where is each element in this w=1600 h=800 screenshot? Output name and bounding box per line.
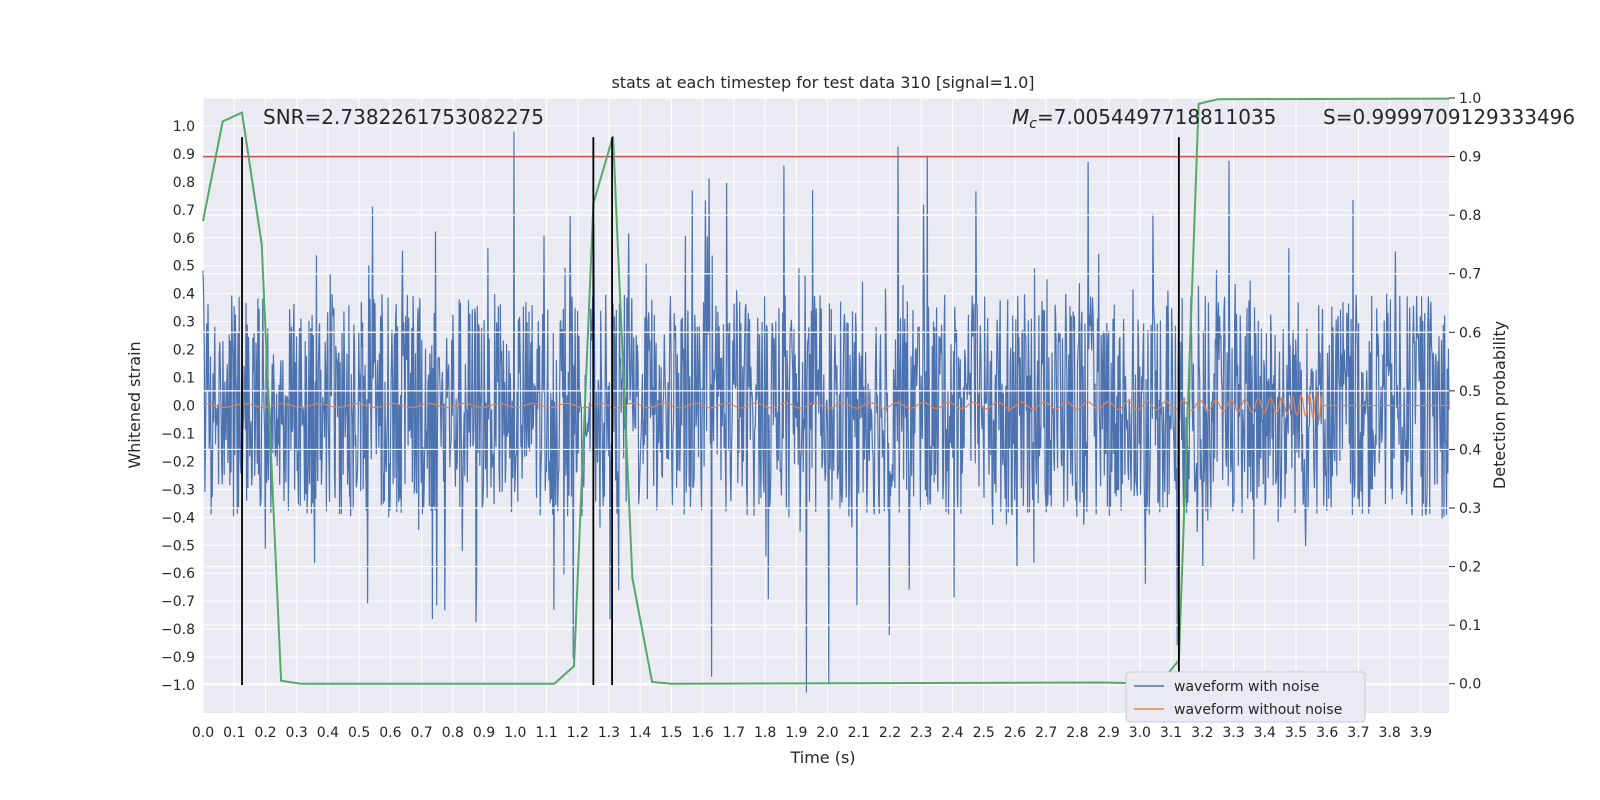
x-tick-label: 1.4 [629,725,651,741]
x-tick-label: 2.8 [1066,725,1088,741]
x-tick-label: 3.5 [1285,725,1307,741]
y-right-tick-label: 0.4 [1459,442,1481,458]
y-tick-label: −0.1 [161,426,195,442]
y-right-tick-label: 0.3 [1459,501,1481,517]
y-right-tick-label: 1.0 [1459,91,1481,107]
legend-label-noise: waveform with noise [1174,679,1319,695]
y-tick-label: −0.6 [161,566,195,582]
y-tick-label: 0.9 [173,147,195,163]
y-tick-label: 0.2 [173,343,195,359]
waveform-with-noise-line [202,131,1450,693]
x-tick-label: 1.6 [692,725,714,741]
y-tick-label: 0.0 [173,399,195,415]
x-tick-label: 1.0 [504,725,526,741]
x-tick-label: 3.1 [1160,725,1182,741]
waveform-without-noise-series [203,391,1449,422]
waveform-with-noise-series [202,131,1450,693]
x-tick-label: 3.7 [1347,725,1369,741]
x-tick-label: 0.5 [348,725,370,741]
x-tick-label: 1.2 [567,725,589,741]
x-tick-label: 3.3 [1222,725,1244,741]
x-tick-label: 2.0 [816,725,838,741]
y-right-tick-label: 0.2 [1459,560,1481,576]
y-tick-label: 0.7 [173,203,195,219]
y-tick-labels: 1.0 0.9 0.8 0.7 0.6 0.5 0.4 0.3 0.2 0.1 0.0 −0.1 −0.… [161,119,195,694]
y-right-tick-label: 0.6 [1459,325,1481,341]
y-tick-label: −0.2 [161,454,195,470]
detection-vertical-lines [241,137,1180,686]
x-tick-label: 0.2 [254,725,276,741]
chirp-mass-symbol: M [1012,105,1029,129]
y-tick-label: −0.3 [161,482,195,498]
x-tick-label: 0.6 [379,725,401,741]
y-tick-label: 0.8 [173,175,195,191]
y-tick-label: −0.8 [161,622,195,638]
x-tick-labels: 0.0 0.1 0.2 0.3 0.4 0.5 0.6 0.7 0.8 0.9 1.0 1.1 1.2 1… [192,725,1432,741]
y-right-tick-labels: 1.0 0.9 0.8 0.7 0.6 0.5 0.4 0.3 0.2 0.1 0.0 [1449,91,1481,693]
x-tick-label: 3.4 [1254,725,1276,741]
y-right-tick-label: 0.7 [1459,267,1481,283]
x-tick-label: 0.1 [223,725,245,741]
y-right-tick-label: 0.9 [1459,150,1481,166]
x-tick-label: 3.2 [1191,725,1213,741]
x-tick-label: 0.8 [442,725,464,741]
y-tick-label: −0.7 [161,594,195,610]
waveform-without-noise-line [203,391,1449,422]
x-tick-label: 0.0 [192,725,214,741]
x-tick-label: 2.4 [941,725,963,741]
x-tick-label: 3.8 [1379,725,1401,741]
x-tick-label: 2.1 [848,725,870,741]
chirp-mass-annotation: Mc=7.0054497718811035 [1012,105,1276,132]
x-tick-label: 2.7 [1035,725,1057,741]
x-tick-label: 0.9 [473,725,495,741]
y-tick-label: −1.0 [161,678,195,694]
x-tick-label: 3.9 [1410,725,1432,741]
snr-annotation: SNR=2.7382261753082275 [263,105,544,129]
y-tick-label: −0.4 [161,510,195,526]
x-tick-label: 1.7 [723,725,745,741]
x-tick-label: 0.7 [410,725,432,741]
snr-s-annotation: S=0.9999709129333496 [1323,105,1575,129]
y-right-tick-label: 0.5 [1459,384,1481,400]
chirp-mass-subscript: c [1029,116,1037,132]
y-tick-label: 1.0 [173,119,195,135]
x-tick-label: 3.0 [1129,725,1151,741]
legend-label-clean: waveform without noise [1174,702,1342,718]
y-right-tick-label: 0.0 [1459,677,1481,693]
x-axis-label: Time (s) [789,748,855,767]
y-tick-label: 0.1 [173,371,195,387]
y-right-axis-label: Detection probability [1490,321,1509,489]
x-tick-label: 2.5 [973,725,995,741]
x-tick-label: 1.5 [660,725,682,741]
y-tick-label: 0.4 [173,287,195,303]
x-tick-label: 1.1 [535,725,557,741]
x-tick-label: 0.3 [286,725,308,741]
y-tick-label: 0.6 [173,231,195,247]
legend: waveform with noise waveform without noi… [1125,671,1366,723]
y-axis-label: Whitened strain [125,341,144,468]
x-tick-label: 1.8 [754,725,776,741]
x-tick-label: 3.6 [1316,725,1338,741]
x-tick-label: 2.9 [1097,725,1119,741]
legend-box [1125,671,1366,723]
y-right-tick-label: 0.1 [1459,618,1481,634]
y-right-tick-label: 0.8 [1459,208,1481,224]
y-tick-label: 0.5 [173,259,195,275]
y-tick-label: 0.3 [173,315,195,331]
x-tick-label: 1.9 [785,725,807,741]
x-tick-label: 2.6 [1004,725,1026,741]
chart-title: stats at each timestep for test data 310… [611,73,1034,92]
x-tick-label: 2.3 [910,725,932,741]
x-tick-label: 1.3 [598,725,620,741]
y-tick-label: −0.9 [161,650,195,666]
x-tick-label: 0.4 [317,725,339,741]
chirp-mass-value: =7.0054497718811035 [1037,105,1276,129]
y-tick-label: −0.5 [161,538,195,554]
x-tick-label: 2.2 [879,725,901,741]
